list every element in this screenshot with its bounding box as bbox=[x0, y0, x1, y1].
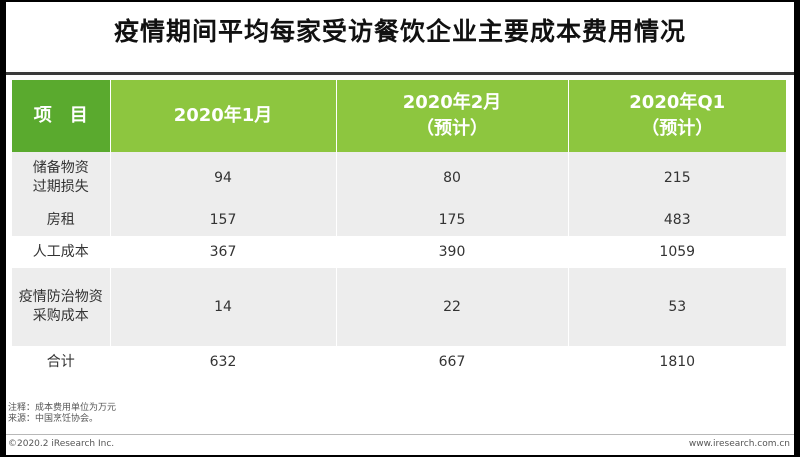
cell-jan: 367 bbox=[109, 236, 336, 268]
cell-feb: 80 bbox=[335, 152, 568, 204]
cell-feb: 22 bbox=[335, 268, 568, 346]
note-source: 来源：中国烹饪协会。 bbox=[8, 414, 99, 424]
title-divider bbox=[6, 72, 794, 75]
slide: 疫情期间平均每家受访餐饮企业主要成本费用情况 项 目 2020年1月 2020年… bbox=[6, 2, 794, 455]
row-label: 储备物资 过期损失 bbox=[12, 152, 110, 204]
header-2020-feb: 2020年2月 （预计） bbox=[335, 80, 568, 152]
cell-q1: 1810 bbox=[567, 346, 786, 378]
row-label-line: 采购成本 bbox=[32, 308, 89, 324]
website-link[interactable]: www.iresearch.com.cn bbox=[688, 439, 790, 449]
header-sublabel: （预计） bbox=[641, 118, 714, 139]
cell-q1: 53 bbox=[567, 268, 786, 346]
copyright-text: ©2020.2 iResearch Inc. bbox=[8, 439, 115, 449]
table-header-row: 项 目 2020年1月 2020年2月 （预计） 2020年Q1 （预计） bbox=[12, 80, 786, 152]
row-label: 合计 bbox=[12, 346, 110, 378]
footer-divider bbox=[6, 434, 794, 435]
table-row: 疫情防治物资 采购成本 14 22 53 bbox=[12, 268, 786, 346]
header-label: 2020年Q1 bbox=[629, 92, 726, 113]
note-unit: 注释：成本费用单位为万元 bbox=[8, 403, 117, 413]
header-2020-q1: 2020年Q1 （预计） bbox=[567, 80, 786, 152]
cell-q1: 215 bbox=[567, 152, 786, 204]
header-label: 2020年1月 bbox=[173, 105, 273, 126]
row-label: 人工成本 bbox=[12, 236, 110, 268]
header-item: 项 目 bbox=[12, 80, 110, 152]
cell-feb: 667 bbox=[335, 346, 568, 378]
row-label-line: 储备物资 bbox=[32, 160, 89, 176]
cell-jan: 632 bbox=[109, 346, 336, 378]
notes: 注释：成本费用单位为万元 来源：中国烹饪协会。 bbox=[8, 403, 116, 425]
cell-feb: 175 bbox=[335, 204, 568, 236]
cell-jan: 14 bbox=[109, 268, 336, 346]
row-label: 疫情防治物资 采购成本 bbox=[12, 268, 110, 346]
header-label: 项 目 bbox=[33, 105, 88, 126]
cell-jan: 94 bbox=[109, 152, 336, 204]
header-sublabel: （预计） bbox=[416, 118, 488, 139]
table-row: 人工成本 367 390 1059 bbox=[12, 236, 786, 268]
table-row: 房租 157 175 483 bbox=[12, 204, 786, 236]
table-row: 储备物资 过期损失 94 80 215 bbox=[12, 152, 786, 204]
row-label: 房租 bbox=[12, 204, 110, 236]
row-label-line: 过期损失 bbox=[32, 179, 89, 195]
cell-jan: 157 bbox=[109, 204, 336, 236]
header-label: 2020年2月 bbox=[402, 92, 502, 113]
cell-feb: 390 bbox=[335, 236, 568, 268]
cell-q1: 483 bbox=[567, 204, 786, 236]
cell-q1: 1059 bbox=[567, 236, 786, 268]
row-label-line: 疫情防治物资 bbox=[18, 289, 103, 305]
table-row: 合计 632 667 1810 bbox=[12, 346, 786, 378]
page-title: 疫情期间平均每家受访餐饮企业主要成本费用情况 bbox=[113, 17, 686, 46]
cost-table: 项 目 2020年1月 2020年2月 （预计） 2020年Q1 （预计） 储备… bbox=[12, 80, 786, 378]
header-2020-jan: 2020年1月 bbox=[109, 80, 336, 152]
